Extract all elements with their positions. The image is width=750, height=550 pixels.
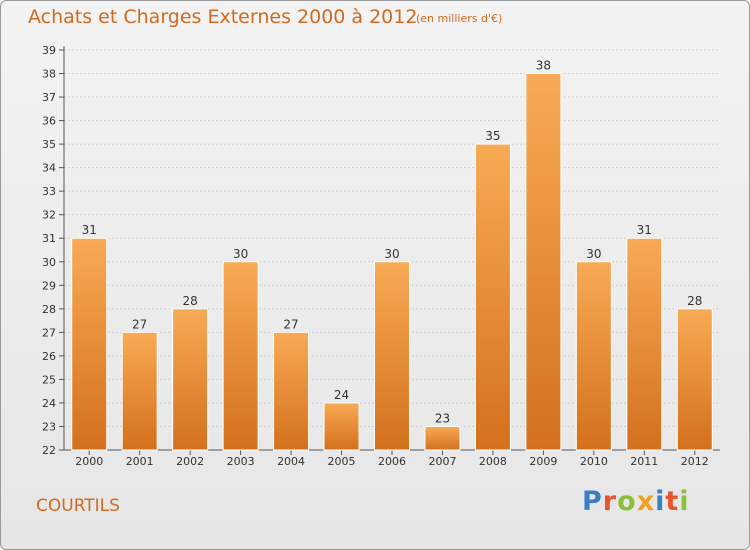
y-tick-label: 36 bbox=[42, 115, 56, 128]
value-label: 28 bbox=[183, 294, 198, 308]
y-tick-label: 27 bbox=[42, 326, 56, 339]
y-tick-label: 39 bbox=[42, 44, 56, 57]
y-tick-label: 37 bbox=[42, 91, 56, 104]
x-tick-label: 2003 bbox=[227, 455, 255, 468]
value-label: 30 bbox=[384, 247, 399, 261]
x-tick-label: 2011 bbox=[630, 455, 658, 468]
x-tick-label: 2002 bbox=[176, 455, 204, 468]
x-tick-label: 2005 bbox=[328, 455, 356, 468]
y-tick-label: 29 bbox=[42, 279, 56, 292]
bar-2001 bbox=[121, 331, 158, 451]
x-tick-label: 2012 bbox=[681, 455, 709, 468]
bar-2000 bbox=[71, 237, 108, 451]
city-name: COURTILS bbox=[36, 496, 120, 516]
x-tick-label: 2010 bbox=[580, 455, 608, 468]
bar-2010 bbox=[575, 261, 612, 451]
y-tick-label: 33 bbox=[42, 185, 56, 198]
x-tick-label: 2008 bbox=[479, 455, 507, 468]
value-label: 31 bbox=[82, 223, 97, 237]
value-label: 35 bbox=[485, 129, 500, 143]
x-tick-label: 2004 bbox=[277, 455, 305, 468]
x-tick-label: 2009 bbox=[529, 455, 557, 468]
y-tick-label: 24 bbox=[42, 397, 56, 410]
value-label: 28 bbox=[687, 294, 702, 308]
bar-2009 bbox=[525, 73, 562, 451]
bars bbox=[71, 73, 713, 451]
y-tick-label: 23 bbox=[42, 420, 56, 433]
bar-2003 bbox=[222, 261, 259, 451]
bar-2005 bbox=[323, 402, 360, 451]
bar-2006 bbox=[374, 261, 410, 451]
value-label: 38 bbox=[536, 59, 551, 73]
x-tick-label: 2001 bbox=[126, 455, 154, 468]
y-tick-label: 34 bbox=[42, 162, 56, 175]
value-label: 30 bbox=[586, 247, 601, 261]
y-tick-label: 28 bbox=[42, 303, 56, 316]
y-tick-label: 35 bbox=[42, 138, 56, 151]
value-label: 23 bbox=[435, 411, 450, 425]
value-label: 27 bbox=[283, 317, 298, 331]
x-tick-label: 2007 bbox=[428, 455, 456, 468]
bar-2002 bbox=[172, 308, 209, 451]
x-tick-label: 2006 bbox=[378, 455, 406, 468]
bar-2012 bbox=[676, 308, 713, 451]
bar-2008 bbox=[474, 143, 511, 451]
labels: 22 23 24 25 26 27 28 29 30 31 32 33 34 35 36 37 38 39 31 20… bbox=[42, 44, 709, 468]
value-label: 31 bbox=[637, 223, 652, 237]
proxiti-logo[interactable]: Proxiti bbox=[582, 486, 690, 517]
bar-2011 bbox=[626, 237, 663, 451]
value-label: 24 bbox=[334, 388, 349, 402]
y-tick-label: 25 bbox=[42, 373, 56, 386]
chart-subtitle: (en milliers d'€) bbox=[416, 12, 503, 25]
bar-2007 bbox=[424, 425, 461, 451]
value-label: 27 bbox=[132, 317, 147, 331]
y-tick-label: 26 bbox=[42, 350, 56, 363]
y-tick-label: 31 bbox=[42, 232, 56, 245]
y-tick-label: 22 bbox=[42, 444, 56, 457]
x-tick-label: 2000 bbox=[75, 455, 103, 468]
chart-title: Achats et Charges Externes 2000 à 2012 bbox=[28, 6, 418, 28]
y-tick-label: 30 bbox=[42, 256, 56, 269]
bar-2004 bbox=[273, 331, 310, 451]
y-tick-label: 32 bbox=[42, 209, 56, 222]
value-label: 30 bbox=[233, 247, 248, 261]
y-tick-label: 38 bbox=[42, 68, 56, 81]
